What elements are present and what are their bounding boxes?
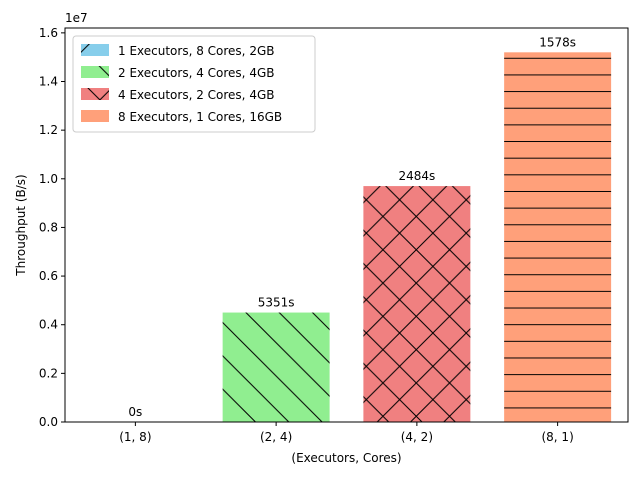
- y-tick-label: 0.8: [39, 220, 58, 234]
- legend-swatch-hatch: [81, 66, 109, 78]
- y-tick-label: 1.0: [39, 172, 58, 186]
- y-tick-label: 0.6: [39, 269, 58, 283]
- bar-hatch: [504, 52, 612, 423]
- bar-value-label: 2484s: [398, 169, 435, 183]
- legend-label: 4 Executors, 2 Cores, 4GB: [118, 88, 274, 102]
- y-axis-multiplier: 1e7: [65, 11, 88, 25]
- x-tick-label: (4, 2): [401, 430, 433, 444]
- bar-value-label: 0s: [128, 405, 142, 419]
- legend-box: [72, 35, 316, 133]
- legend-swatch-hatch: [81, 88, 109, 100]
- bar-value-label: 5351s: [258, 296, 295, 310]
- legend-swatch-hatch: [81, 44, 109, 56]
- plot-frame: [64, 27, 629, 423]
- y-tick-label: 0.4: [39, 318, 58, 332]
- legend-label: 8 Executors, 1 Cores, 16GB: [118, 110, 282, 124]
- y-tick-label: 1.6: [39, 26, 58, 40]
- x-tick-label: (1, 8): [119, 430, 151, 444]
- bar-hatch: [222, 312, 330, 422]
- x-tick-label: (8, 1): [541, 430, 573, 444]
- bar-value-label: 1578s: [539, 35, 576, 49]
- y-tick-label: 0.2: [39, 366, 58, 380]
- legend-label: 2 Executors, 4 Cores, 4GB: [118, 66, 274, 80]
- legend-label: 1 Executors, 8 Cores, 2GB: [118, 44, 274, 58]
- legend-swatch-hatch: [81, 110, 109, 122]
- bar-hatch: [363, 186, 471, 422]
- y-axis-label: Throughput (B/s): [14, 174, 28, 276]
- x-tick-label: (2, 4): [260, 430, 292, 444]
- x-axis-label: (Executors, Cores): [291, 451, 401, 465]
- y-tick-label: 1.2: [39, 123, 58, 137]
- y-tick-label: 1.4: [39, 75, 58, 89]
- legend: 1 Executors, 8 Cores, 2GB 2 Executors, 4 …: [72, 35, 316, 133]
- y-tick-label: 0.0: [39, 415, 58, 429]
